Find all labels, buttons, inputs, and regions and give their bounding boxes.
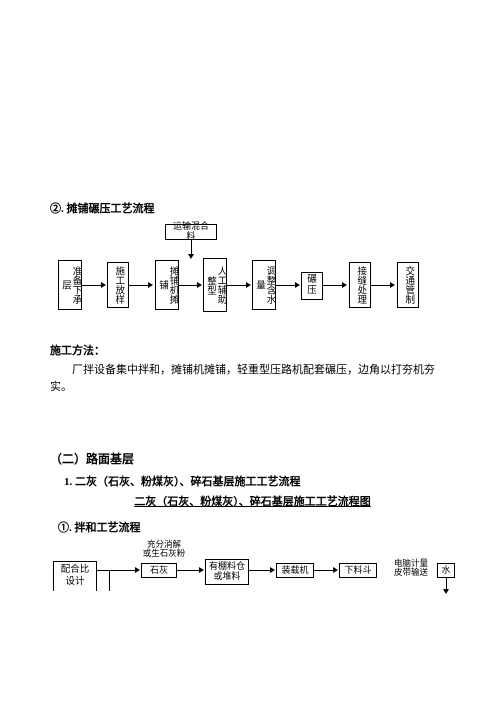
bh12: [199, 567, 204, 573]
flow2-n5: 下料斗: [339, 563, 377, 578]
a01: [82, 285, 102, 286]
ah67: [390, 282, 395, 288]
bh34: [333, 567, 338, 573]
a45: [276, 285, 296, 286]
ah01: [101, 282, 106, 288]
heading2: （二）路面基层: [50, 450, 455, 467]
flow1-node-6: 接缝处理: [349, 262, 371, 308]
flow1-topbox: 运输混合料: [165, 224, 217, 240]
a34: [227, 285, 247, 286]
a56: [323, 285, 343, 286]
a23: [179, 285, 198, 286]
bh23: [270, 567, 275, 573]
ah12: [148, 282, 153, 288]
flow2-n1: 配合比设计: [53, 561, 97, 591]
flow1-node-0: 准备下承层: [58, 260, 82, 310]
method-text: 厂拌设备集中拌和，摊铺机摊铺，轻重型压路机配套碾压，边角以打夯机夯实。: [50, 362, 455, 395]
b01a: [97, 570, 109, 571]
flow2-n5-right: 电脑计量 皮带输送: [387, 559, 435, 578]
method-title: 施工方法：: [50, 342, 455, 358]
b01b: [109, 570, 110, 591]
flow1-node-1: 施工放样: [107, 262, 129, 308]
b23: [249, 570, 271, 571]
flow1-node-4: 调整含水量: [252, 260, 276, 310]
heading5: ①. 拌和工艺流程: [58, 519, 455, 535]
ah45: [295, 282, 300, 288]
section1-number: ②.: [50, 203, 64, 215]
b12: [177, 570, 200, 571]
flow2-n3: 有棚料仓或堆料: [205, 559, 249, 585]
b34: [314, 570, 334, 571]
flow1-top-arrow-head: [188, 254, 194, 259]
ah23: [197, 282, 202, 288]
bh01: [135, 567, 140, 573]
flow2-n2: 石灰: [141, 563, 177, 578]
heading4: 二灰（石灰、粉煤灰）、碎石基层施工工艺流程图: [50, 493, 455, 509]
flow2-n4: 装载机: [276, 563, 314, 578]
flow1-node-3: 人工辅助整型: [203, 258, 227, 312]
flowchart-2: 配合比设计 充分消解 或生石灰粉 石灰 有棚料仓或堆料 装载机 下料斗 电脑计量…: [45, 541, 455, 591]
flowchart-1: 运输混合料 准备下承层 施工放样 摊铺机摊铺 人工辅助整型 调整含水量 碾 压 …: [45, 224, 445, 324]
ah34: [246, 282, 251, 288]
flow1-node-5: 碾 压: [301, 272, 323, 300]
flow1-node-7: 交通管制: [397, 262, 419, 308]
ah56: [342, 282, 347, 288]
section1-title: ②. 摊铺碾压工艺流程: [50, 200, 455, 216]
section1-text: 摊铺碾压工艺流程: [67, 203, 155, 215]
a67: [371, 285, 391, 286]
b01c: [109, 570, 136, 571]
heading3: 1. 二灰（石灰、粉煤灰）、碎石基层施工工艺流程: [64, 473, 455, 489]
a12: [129, 285, 149, 286]
flow2-n2-top: 充分消解 或生石灰粉: [137, 540, 191, 559]
bh6d: [443, 589, 449, 594]
flow2-n6: 水: [437, 563, 455, 578]
flow1-node-2: 摊铺机摊铺: [155, 260, 179, 310]
